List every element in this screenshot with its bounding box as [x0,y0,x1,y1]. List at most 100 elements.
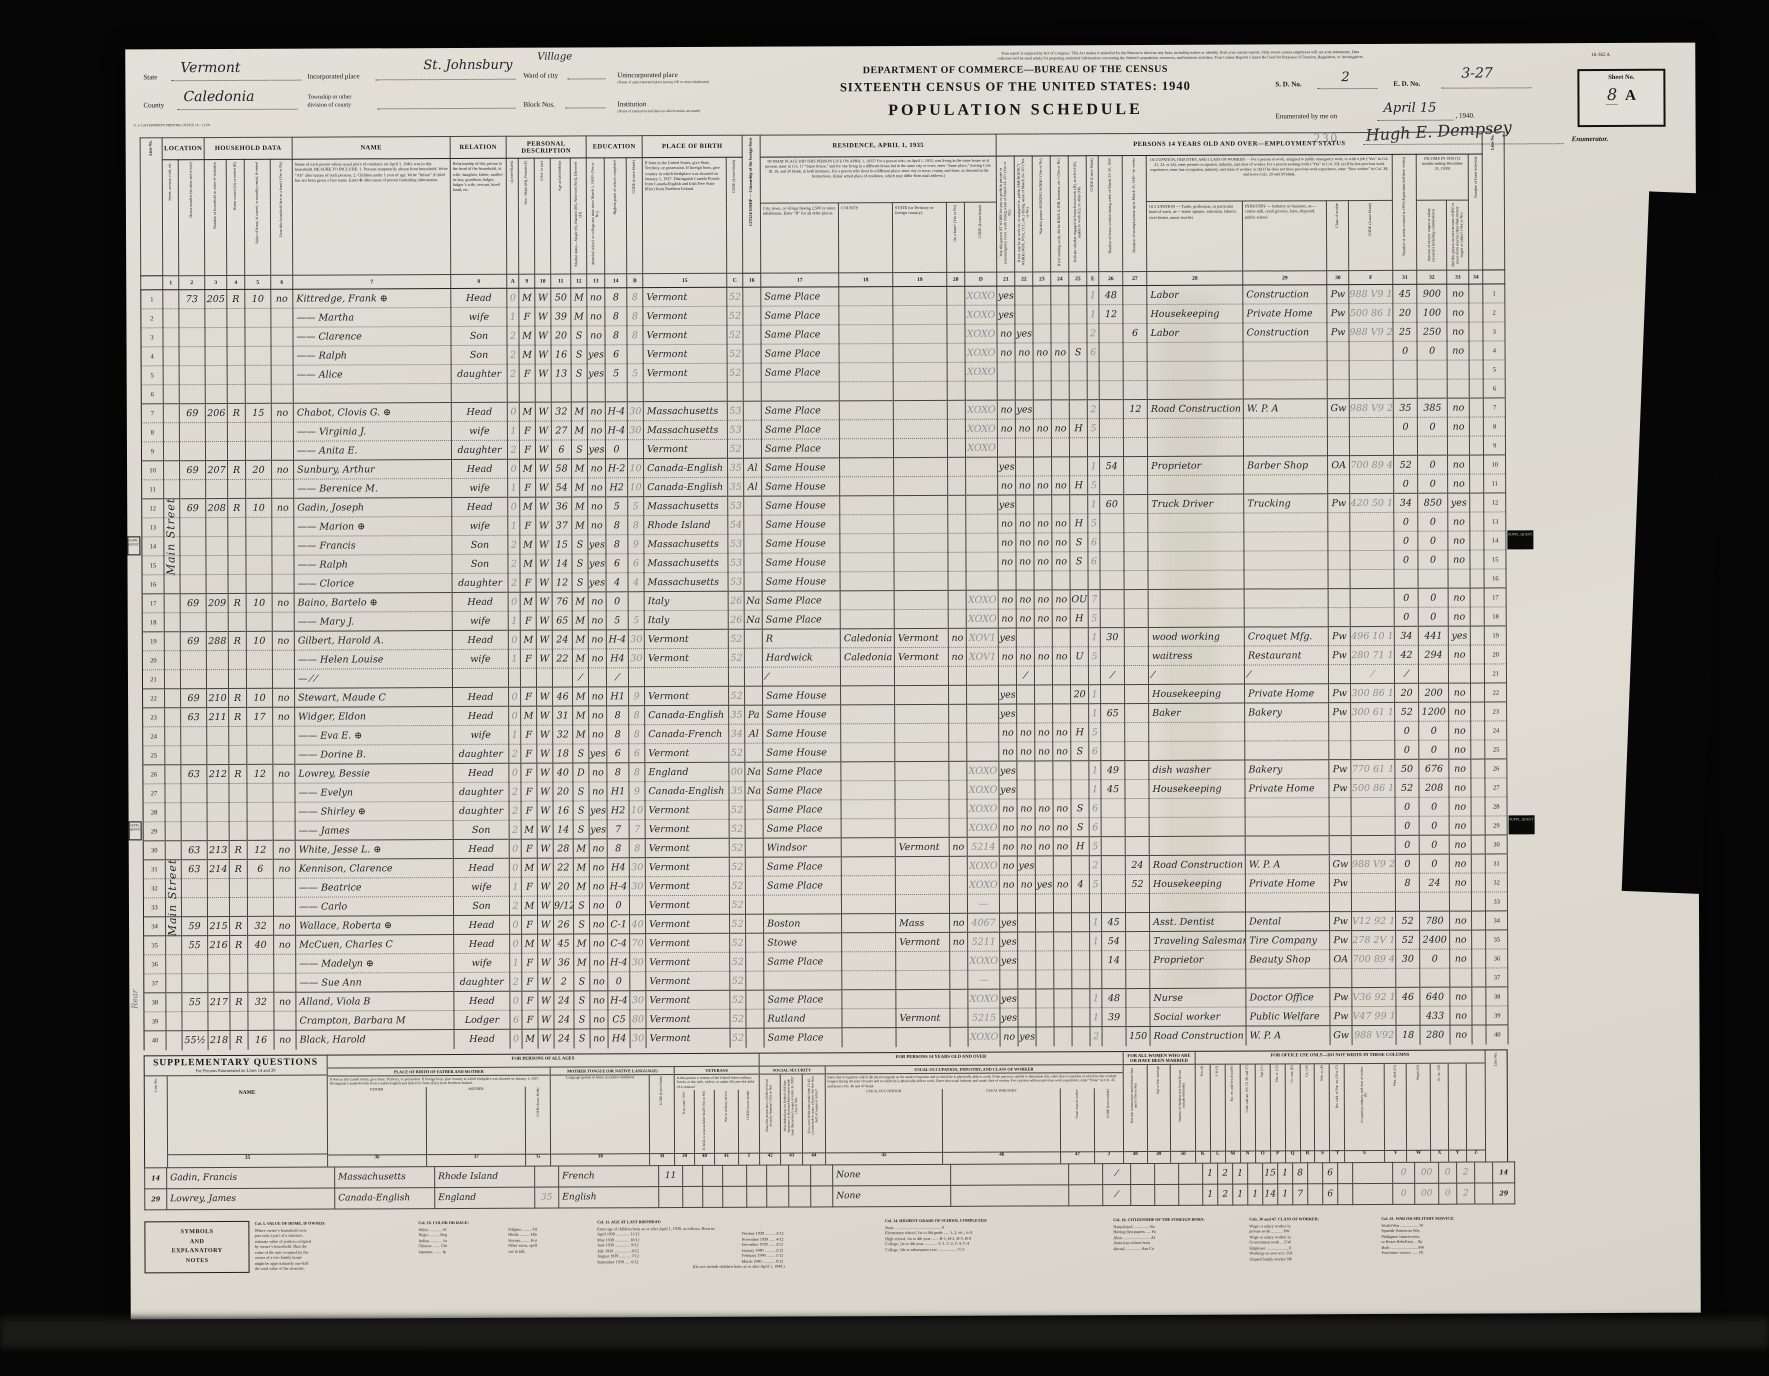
cell-c2 [840,761,895,781]
cell-rc: W [537,839,554,859]
cell-vl [245,517,272,537]
cell-c2 [839,419,894,439]
cell-gr: 8 [606,762,629,782]
cell-in [1243,360,1328,381]
cell-bc: 52 [729,819,746,839]
cell-f34 [1472,1006,1487,1026]
cell-ct [745,857,764,877]
cell-sc: yes [589,800,608,820]
cell-rl: wife [451,516,508,536]
supp-cell-O: 15 [1262,1162,1278,1184]
supp-cell-sj: ⁄ [1102,1184,1131,1206]
cell-ct [743,420,762,440]
cell-w5: S [1069,532,1089,552]
cell-w1: no [999,856,1018,876]
cell-w5 [1071,912,1090,932]
cell-c1: Same House [762,685,841,706]
cell-h6 [1099,380,1124,400]
column-description: Was this person SEEKING WORK? (Yes or No… [1032,155,1051,272]
cell-ce: 1 [1090,1007,1103,1027]
cell-w1: yes [998,704,1017,724]
cell-ct [742,287,761,307]
cell-mr: S [570,325,588,345]
cell-gc: 10 [627,477,644,497]
cell-ce: 5 [1087,475,1100,495]
cell-w5 [1071,855,1090,875]
cell-vl [247,878,274,898]
cell-c2 [841,875,896,895]
cell-wk: Pw [1328,645,1351,665]
cell-c1: Same Place [760,286,839,307]
supplementary-header: SUPPLEMENTARY QUESTIONS For Persons Enume… [143,1049,1509,1168]
cell-mr: M [570,306,587,326]
incorporated-place-value2: Village [537,51,573,63]
cell-mr: S [573,895,590,915]
cell-c1: Same Place [761,362,840,383]
cell-wk [1328,569,1351,589]
cell-wk: Pw [1327,322,1350,342]
cell-i32 [1418,664,1449,684]
cell-ln2: 5 [1483,359,1506,380]
supp-cell-fa: Massachusetts [334,1166,435,1189]
cell-in: W. P. A [1245,854,1330,875]
cell-bp: Italy [644,591,729,611]
cell-hn [179,536,206,556]
cell-rc: W [535,345,552,365]
cell-vl [247,802,274,822]
cell-o33: no [1447,417,1470,437]
column-number: 11 [550,273,571,289]
cell-f34 [1469,531,1485,551]
cell-w4 [1052,627,1071,647]
cell-rc [535,383,552,403]
cell-tn [229,821,248,841]
cell-hn [181,1011,209,1031]
cell-ln: 25 [142,745,165,765]
cell-c1: R [762,628,841,649]
cell-ln2: 8 [1483,416,1506,437]
cell-c4 [949,856,968,876]
cell-sx: F [521,801,538,821]
cell-d7 [1123,380,1148,400]
cell-c4 [949,1008,969,1028]
cell-c1: Same House [762,742,841,763]
cell-hh [205,536,228,556]
column-description: Sex—Male (M), Female (F) [518,158,535,275]
cell-ag: 45 [553,933,574,954]
cell-sx: F [520,687,537,707]
cell-fm: no [273,992,296,1012]
cell-wk: Pw [1328,626,1351,646]
column-description: CODE (Leave blank) [1086,155,1099,272]
cell-cf: 988 V9 2 [1349,322,1394,342]
cell-in: Dental [1245,911,1330,932]
cell-bc: 52 [730,1028,747,1048]
cell-d [966,704,999,724]
gpo-imprint: U. S. GOVERNMENT PRINTING OFFICE 16—1137… [133,123,211,128]
cell-sx: F [521,972,538,992]
cell-c2 [841,1008,897,1028]
cell-in: Private Home [1244,683,1329,704]
footnote-block: Col. 41. WAR OR MILITARY SERVICE: World W… [1381,1215,1455,1256]
cell-in [1244,607,1329,628]
cell-mr: M [571,515,588,535]
cell-w31: 20 [1392,303,1418,323]
cell-c3: Vermont [894,628,949,648]
cell-w4 [1052,760,1072,780]
cell-sx: F [520,573,537,593]
cell-i32: 24 [1419,873,1450,893]
cell-w4: no [1052,551,1071,571]
cell-ag: 32 [551,401,572,422]
cell-d: XOV1 [966,628,999,648]
cell-d: XOXO [965,362,998,382]
cell-c1: Rutland [763,1008,843,1029]
cell-tn [227,441,246,461]
column-group-header: EDUCATION [586,135,643,158]
cell-i32: 1200 [1418,702,1449,722]
cell-w1: yes [999,780,1018,800]
cell-w4 [1053,912,1072,932]
cell-ct [743,363,762,383]
cell-oc [1147,361,1244,381]
supp-cell-sl: 29 [144,1188,167,1210]
cell-sx: F [519,440,536,460]
cell-c3 [893,495,948,515]
cell-o33: no [1449,949,1472,969]
